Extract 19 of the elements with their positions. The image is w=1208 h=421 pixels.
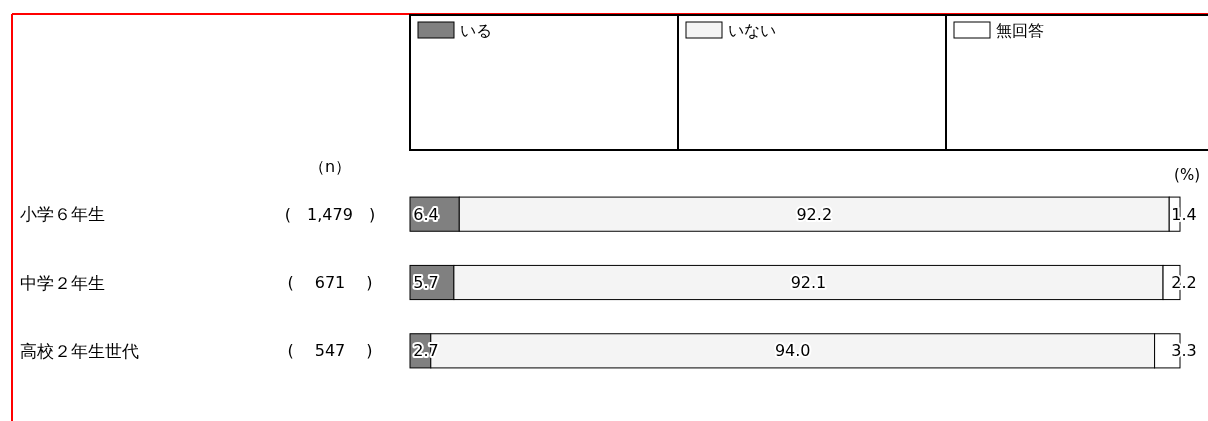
y-tick-label: 小学６年生: [20, 204, 105, 225]
y-tick-label: 高校２年生世代: [20, 340, 139, 361]
data-label: 92.2: [796, 204, 833, 224]
data-label: 94.0: [774, 341, 811, 361]
legend-label: いない: [728, 20, 776, 40]
legend-label: いる: [460, 20, 492, 40]
data-label: 3.3: [1171, 341, 1197, 361]
text: ( 1,479 ): [284, 204, 376, 224]
text: ( 671 ): [287, 273, 373, 292]
legend-label: 無回答: [996, 20, 1044, 40]
data-label: 1.4: [1171, 204, 1197, 224]
data-label: 6.4: [413, 204, 439, 224]
annotation: (%): [1174, 166, 1200, 184]
data-label: 5.7: [413, 273, 439, 292]
y-tick-label: 中学２年生: [20, 272, 105, 293]
text: ( 547 ): [287, 341, 373, 361]
data-label: 92.1: [790, 273, 827, 292]
data-label: 2.2: [1171, 273, 1197, 292]
text: （n）: [308, 157, 352, 176]
